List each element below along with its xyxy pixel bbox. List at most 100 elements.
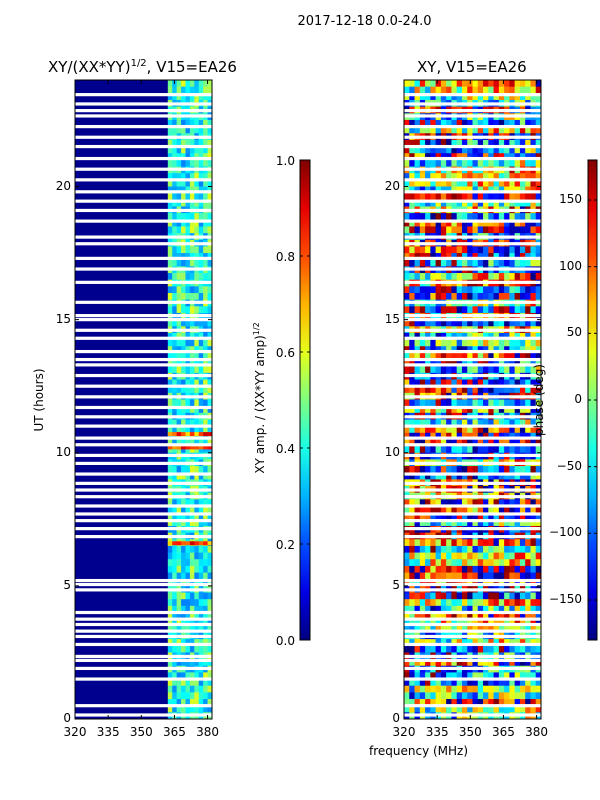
heatmap-cell	[425, 625, 431, 633]
heatmap-cell	[430, 705, 437, 713]
heatmap-cell	[504, 259, 510, 267]
heatmap-cell	[446, 506, 452, 514]
heatmap-cell	[167, 645, 173, 653]
heatmap-cell	[404, 199, 410, 207]
heatmap-cell	[185, 306, 191, 314]
heatmap-cell	[189, 293, 195, 301]
heatmap-cell	[525, 446, 531, 454]
heatmap-cell	[498, 386, 505, 394]
heatmap-cell	[189, 559, 195, 567]
heatmap-cell	[467, 506, 473, 514]
heatmap-cell	[504, 366, 510, 374]
heatmap-cell	[514, 246, 521, 254]
heatmap-cell	[451, 599, 458, 607]
heatmap-cell	[530, 506, 537, 514]
heatmap-cell	[404, 539, 410, 547]
heatmap-cell	[488, 126, 495, 134]
heatmap-cell	[185, 432, 191, 440]
heatmap-cell	[185, 466, 191, 474]
heatmap-cell	[525, 359, 531, 367]
heatmap-cell	[525, 565, 531, 574]
heatmap-cell	[498, 466, 505, 474]
heatmap-cell	[409, 419, 416, 427]
heatmap-cell	[181, 519, 186, 527]
heatmap-cell	[493, 406, 500, 414]
heatmap-cell	[198, 472, 204, 480]
heatmap-cell	[425, 159, 431, 168]
heatmap-cell	[419, 572, 426, 580]
heatmap-cell	[198, 692, 204, 700]
heatmap-cell	[419, 379, 426, 387]
heatmap-cell	[488, 226, 495, 234]
heatmap-cell	[181, 219, 186, 227]
heatmap-cell	[477, 432, 484, 440]
heatmap-cell	[172, 499, 178, 507]
heatmap-cell	[198, 419, 204, 427]
heatmap-cell	[535, 685, 542, 693]
heatmap-cell	[446, 592, 452, 600]
heatmap-cell	[498, 286, 505, 294]
heatmap-cell	[172, 685, 178, 693]
flagged-row	[404, 436, 541, 440]
heatmap-cell	[525, 332, 531, 341]
heatmap-cell	[203, 545, 209, 554]
heatmap-cell	[207, 186, 213, 194]
heatmap-cell	[535, 219, 542, 227]
heatmap-cell	[477, 339, 484, 347]
heatmap-cell	[414, 439, 421, 447]
heatmap-cell	[176, 499, 182, 507]
heatmap-cell	[493, 519, 500, 527]
heatmap-cell	[189, 379, 195, 387]
heatmap-cell	[514, 446, 521, 454]
heatmap-cell	[461, 246, 468, 254]
heatmap-cell	[461, 186, 468, 194]
heatmap-cell	[435, 506, 442, 514]
heatmap-cell	[425, 406, 431, 414]
heatmap-cell	[419, 226, 426, 234]
heatmap-cell	[467, 699, 473, 707]
heatmap-cell	[530, 539, 537, 547]
heatmap-cell	[440, 672, 447, 680]
heatmap-cell	[472, 685, 479, 693]
heatmap-cell	[185, 699, 191, 707]
heatmap-cell	[189, 692, 195, 700]
heatmap-cell	[525, 306, 531, 314]
heatmap-cell	[203, 126, 209, 134]
heatmap-cell	[189, 332, 195, 341]
heatmap-cell	[189, 659, 195, 667]
heatmap-cell	[435, 605, 442, 613]
heatmap-cell	[530, 159, 537, 168]
heatmap-cell	[435, 399, 442, 407]
heatmap-cell	[409, 552, 416, 560]
heatmap-cell	[509, 612, 516, 620]
heatmap-cell	[498, 80, 505, 88]
heatmap-cell	[514, 419, 521, 427]
heatmap-cell	[493, 246, 500, 254]
heatmap-cell	[181, 399, 186, 407]
heatmap-cell	[419, 679, 426, 687]
heatmap-cell	[519, 692, 526, 700]
heatmap-cell	[493, 605, 500, 613]
heatmap-cell	[461, 519, 468, 527]
heatmap-cell	[430, 406, 437, 414]
flagged-row	[75, 336, 212, 340]
heatmap-highlight-cell	[172, 432, 178, 437]
heatmap-cell	[504, 293, 510, 301]
heatmap-cell	[483, 93, 489, 101]
heatmap-cell	[440, 499, 447, 507]
heatmap-cell	[181, 193, 186, 201]
heatmap-cell	[472, 119, 479, 128]
heatmap-cell	[419, 539, 426, 547]
heatmap-cell	[472, 692, 479, 700]
heatmap-cell	[519, 579, 526, 587]
heatmap-cell	[172, 432, 178, 440]
heatmap-cell	[440, 579, 447, 587]
heatmap-cell	[535, 119, 542, 128]
heatmap-cell	[530, 519, 537, 527]
heatmap-cell	[525, 126, 531, 134]
heatmap-cell	[446, 246, 452, 254]
heatmap-cell	[203, 319, 209, 327]
heatmap-cell	[530, 426, 537, 434]
heatmap-cell	[414, 545, 421, 554]
heatmap-cell	[189, 346, 195, 354]
